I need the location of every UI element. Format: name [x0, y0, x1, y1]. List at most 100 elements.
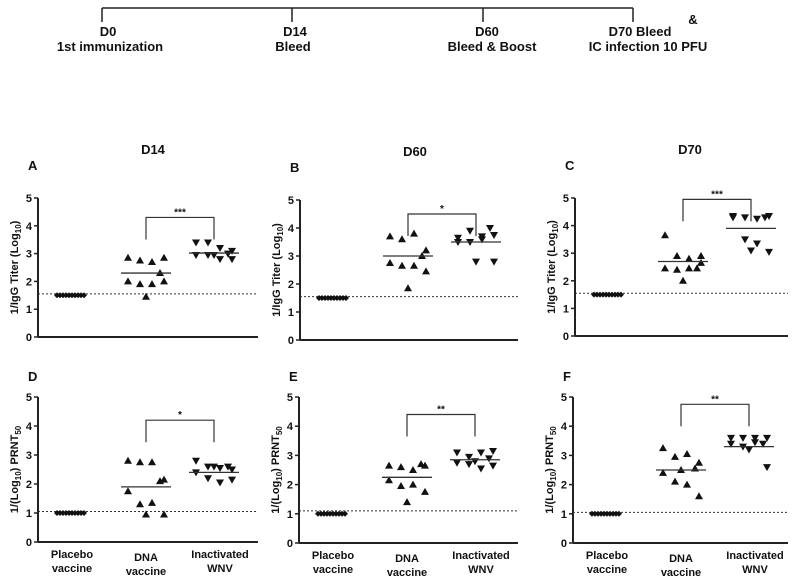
- y-tick-label: 4: [563, 221, 570, 233]
- y-axis-label: 1/IgG Titer (Log10): [9, 220, 23, 314]
- data-point: [210, 251, 218, 259]
- series-dna-vaccine: [382, 460, 432, 506]
- data-point: [454, 234, 462, 242]
- data-point: [81, 510, 87, 516]
- data-point: [228, 466, 236, 474]
- y-tick-label: 0: [26, 332, 32, 344]
- x-tick-label: vaccine: [587, 564, 627, 576]
- data-point: [695, 492, 703, 500]
- y-tick-label: 2: [561, 480, 567, 492]
- data-point: [417, 460, 425, 468]
- data-point: [216, 256, 224, 264]
- y-tick-label: 5: [563, 193, 569, 205]
- data-point: [618, 291, 624, 298]
- x-tick-label: Inactivated: [191, 549, 248, 561]
- data-point: [761, 214, 769, 222]
- data-point: [697, 251, 705, 259]
- series-inactivated-wnv: [189, 457, 239, 487]
- data-point: [216, 479, 224, 487]
- y-axis-label-sub2: 50: [275, 426, 284, 435]
- data-point: [124, 487, 132, 495]
- y-tick-label: 1: [287, 509, 293, 521]
- data-point: [673, 251, 681, 259]
- data-point: [697, 258, 705, 266]
- series-placebo-vaccine: [316, 295, 349, 301]
- data-point: [685, 264, 693, 272]
- y-axis-label: 1/IgG Titer (Log10): [546, 220, 560, 314]
- x-tick-label: Placebo: [51, 549, 93, 561]
- data-point: [661, 264, 669, 272]
- data-point: [465, 461, 473, 469]
- data-point: [683, 449, 691, 457]
- y-tick-label: 0: [288, 335, 294, 347]
- y-axis-label-post: ) PRNT: [544, 435, 556, 472]
- y-tick-label: 4: [26, 421, 33, 433]
- data-point: [160, 510, 168, 518]
- significance-label: **: [711, 394, 719, 405]
- data-point: [659, 444, 667, 452]
- panel-f: F 0 1 2 3 4 5 1/(Log10) PRNT50 ** Placebo vaccine D…: [544, 369, 788, 579]
- data-point: [745, 446, 753, 454]
- data-point: [421, 487, 429, 495]
- significance-bracket: [407, 213, 477, 236]
- panel-title: D70: [678, 142, 702, 157]
- panel-letter: B: [290, 160, 299, 175]
- data-point: [422, 246, 430, 254]
- data-point: [765, 248, 773, 256]
- data-point: [661, 231, 669, 239]
- y-axis-label-post: ) PRNT: [9, 434, 21, 471]
- y-tick-label: 3: [288, 251, 294, 263]
- timeline-day-d60: D60: [475, 24, 499, 39]
- y-tick-label: 5: [287, 392, 293, 404]
- y-tick-label: 0: [561, 538, 567, 550]
- y-tick-label: 3: [561, 450, 567, 462]
- data-point: [160, 277, 168, 285]
- data-point: [739, 434, 747, 442]
- x-tick-label: vaccine: [52, 563, 92, 575]
- data-point: [659, 468, 667, 476]
- significance-bracket: [145, 216, 215, 240]
- timeline-day-d70: D70 Bleed: [609, 24, 672, 39]
- data-point: [160, 253, 168, 261]
- y-axis-label-sub: 10: [14, 471, 23, 480]
- y-axis-label: 1/(Log10) PRNT50: [270, 426, 284, 514]
- data-point: [727, 434, 735, 442]
- data-point: [490, 258, 498, 266]
- data-point: [224, 250, 232, 258]
- x-tick-label: WNV: [468, 564, 494, 576]
- data-point: [204, 251, 212, 259]
- data-point: [386, 232, 394, 240]
- data-point: [228, 476, 236, 484]
- panel-letter: D: [28, 369, 37, 384]
- data-point: [410, 261, 418, 269]
- series-inactivated-wnv: [724, 434, 774, 472]
- data-point: [385, 476, 393, 484]
- data-point: [673, 265, 681, 273]
- y-tick-label: 4: [26, 221, 33, 233]
- data-point: [695, 458, 703, 466]
- timeline: D0 1st immunization D14 Bleed D60 Bleed …: [57, 7, 707, 54]
- data-point: [477, 449, 485, 457]
- data-point: [228, 247, 236, 255]
- data-point: [403, 498, 411, 506]
- panel-letter: F: [563, 369, 571, 384]
- data-point: [342, 510, 348, 517]
- y-axis-label-post: ) PRNT: [270, 435, 282, 472]
- x-tick-label: vaccine: [126, 566, 166, 578]
- data-point: [485, 455, 493, 463]
- x-tick-label: vaccine: [387, 567, 427, 579]
- panel-e: E 0 1 2 3 4 5 1/(Log10) PRNT50 ** Placebo vaccine D…: [270, 369, 518, 579]
- data-point: [763, 434, 771, 442]
- y-axis-label-sub: 10: [276, 226, 285, 235]
- series-inactivated-wnv: [189, 239, 239, 264]
- data-point: [685, 254, 693, 262]
- series-placebo-vaccine: [315, 510, 348, 517]
- timeline-label-d14: Bleed: [275, 39, 310, 54]
- data-point: [148, 257, 156, 265]
- timeline-label-d70: IC infection 10 PFU: [589, 39, 707, 54]
- series-dna-vaccine: [121, 253, 171, 300]
- series-placebo-vaccine: [589, 510, 622, 517]
- y-tick-label: 1: [26, 508, 32, 520]
- y-tick-label: 5: [561, 392, 567, 404]
- y-tick-label: 1: [26, 304, 32, 316]
